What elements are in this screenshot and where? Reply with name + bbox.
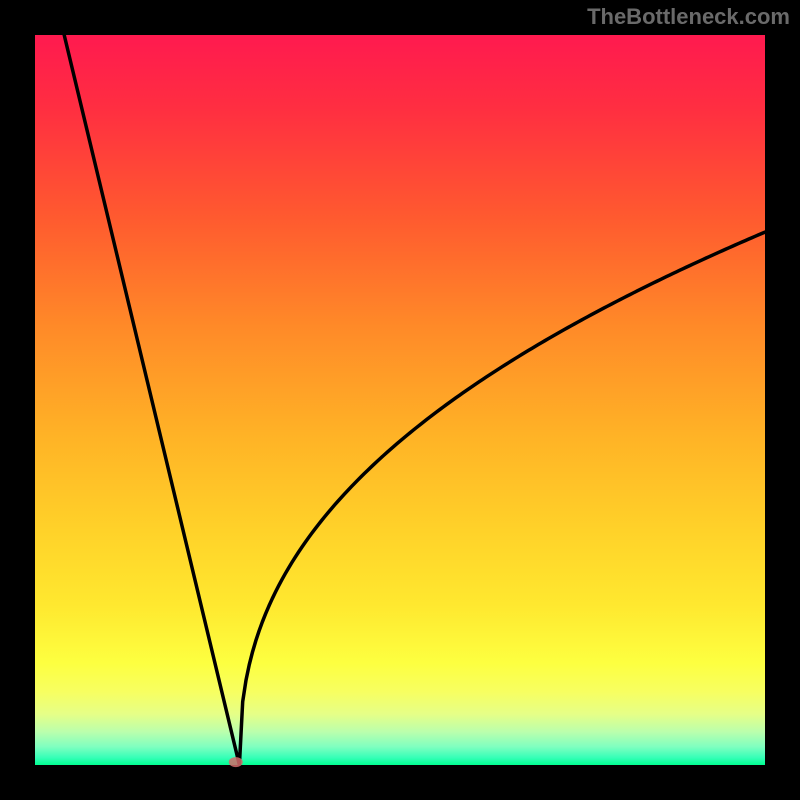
chart-svg [0, 0, 800, 800]
bottleneck-curve [64, 35, 765, 765]
valley-marker [229, 757, 243, 767]
chart-container: TheBottleneck.com [0, 0, 800, 800]
watermark-text: TheBottleneck.com [587, 4, 790, 30]
